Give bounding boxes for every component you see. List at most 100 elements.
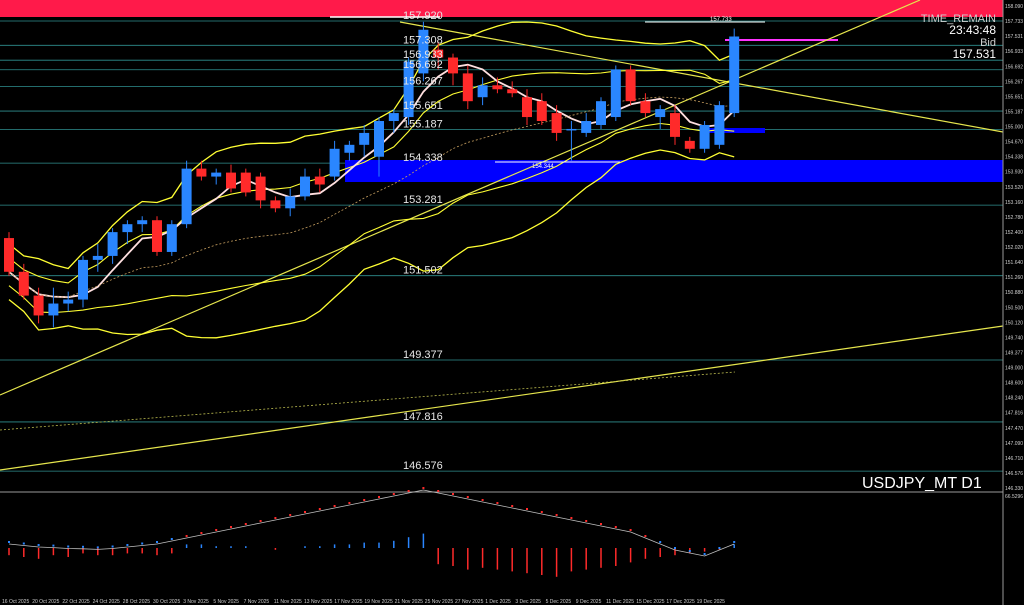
candle[interactable] [270,196,281,213]
candle-body [137,220,148,225]
candle-body [551,113,562,133]
candle[interactable] [344,140,355,161]
date-label: 25 Nov 2025 [425,599,454,605]
candle[interactable] [107,228,118,264]
price-scale-label: 146.576 [1005,471,1023,477]
candle[interactable] [211,168,222,185]
price-scale-label: 155.000 [1005,125,1023,131]
date-label: 1 Dec 2025 [485,599,511,605]
indicator-dot [259,520,262,522]
candle[interactable] [596,97,606,129]
candle-body [211,172,222,177]
candle-body [33,295,44,316]
candle[interactable] [300,168,310,201]
price-scale-label: 153.520 [1005,185,1023,191]
indicator-line [8,489,735,557]
candle[interactable] [122,220,133,245]
candle[interactable] [329,140,340,181]
bollinger-middle [8,96,735,298]
candle[interactable] [388,109,399,133]
date-label: 3 Dec 2025 [515,599,541,605]
candle[interactable] [33,287,44,324]
candle[interactable] [699,121,710,153]
candle[interactable] [152,216,162,256]
candle[interactable] [714,101,725,149]
candle[interactable] [670,105,680,145]
candle[interactable] [551,105,562,141]
candle[interactable] [655,105,666,129]
candle[interactable] [166,220,177,256]
candle-body [107,232,118,256]
candle[interactable] [729,28,740,118]
candle[interactable] [492,77,503,94]
candle[interactable] [240,168,251,197]
price-scale-label: 153.930 [1005,170,1023,176]
indicator-dot [688,550,691,552]
candle[interactable] [4,232,14,276]
candle[interactable] [48,287,59,328]
candle[interactable] [507,81,518,98]
indicator-dot [392,493,395,495]
candle[interactable] [78,255,88,308]
candle[interactable] [359,124,370,157]
price-scale-label: 158.090 [1005,4,1023,10]
date-axis: 16 Oct 2025 20 Oct 2025 22 Oct 2025 24 Oct … [2,599,725,605]
price-scale-label: 154.338 [1005,155,1023,161]
candle[interactable] [433,41,444,70]
candle[interactable] [536,93,547,125]
date-label: 17 Dec 2025 [666,599,695,605]
indicator-dot [452,493,454,495]
price-scale-label: 157.733 [1005,19,1023,25]
candle[interactable] [640,93,651,118]
support-zone-band [345,160,1003,182]
price-scale-label: 154.670 [1005,140,1023,146]
candle-body [329,148,340,177]
indicator-dot [674,547,676,549]
indicator-dot [481,499,484,501]
candle-body [462,73,473,102]
candle[interactable] [462,65,473,110]
candle[interactable] [196,160,207,181]
candle[interactable] [314,168,325,193]
candle[interactable] [181,160,192,229]
candle[interactable] [581,113,592,137]
bollinger-upper-2 [8,21,735,270]
candle[interactable] [566,121,577,161]
indicator-dot [304,511,306,513]
date-label: 11 Dec 2025 [606,599,634,605]
candle[interactable] [374,117,384,177]
date-label: 19 Nov 2025 [364,599,393,605]
candle[interactable] [625,65,636,106]
candle-body [566,128,577,131]
candle[interactable] [403,57,414,125]
candle-body [684,140,695,149]
top-alert-bar [0,0,1003,17]
candle[interactable] [522,89,532,125]
candle[interactable] [255,172,266,209]
candle[interactable] [63,291,74,312]
indicator-dot [511,505,514,507]
date-label: 28 Oct 2025 [123,599,150,605]
candle[interactable] [285,188,296,217]
indicator-dot [407,490,410,492]
candle-body [714,105,725,145]
indicator-dot [230,526,232,528]
candle[interactable] [684,136,695,153]
candle[interactable] [418,21,429,82]
candle-body [536,101,547,122]
candle-body [581,121,592,133]
candle-body [388,113,399,122]
candle[interactable] [92,244,103,272]
candle[interactable] [226,164,236,193]
candle[interactable] [610,65,621,122]
candle[interactable] [18,263,29,300]
indicator-dot [585,520,588,522]
candle[interactable] [137,216,148,233]
candle[interactable] [477,77,488,106]
candle-body [359,132,370,145]
indicator-dot [215,529,218,531]
indicator-dot [67,545,70,548]
indicator-dot [718,547,721,549]
candle[interactable] [448,53,458,86]
